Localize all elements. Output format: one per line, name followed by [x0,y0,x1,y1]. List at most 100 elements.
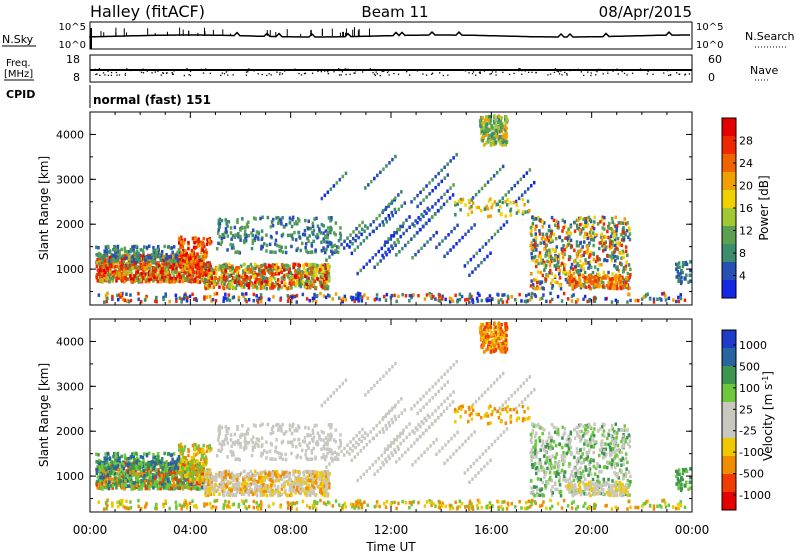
velocity-cell [144,484,147,488]
power-cell [137,280,140,284]
power-cell [136,266,139,271]
power-cell [556,224,560,228]
power-cell [151,253,154,257]
power-cell [487,117,490,121]
power-cell [183,270,186,274]
power-cell [106,276,109,281]
power-cell [485,133,488,137]
power-cell [138,272,142,276]
power-cell [594,259,598,264]
power-cell [340,242,343,247]
power-cell [321,274,324,278]
velocity-cell [142,471,146,475]
power-cell [486,207,490,211]
power-cell [561,218,564,223]
power-cell [617,221,621,225]
power-cell [115,279,118,283]
power-cell [562,255,565,260]
power-cell [602,245,606,249]
velocity-cell [163,484,167,488]
power-cell [201,254,204,259]
nsky-tick-bottom: 10^0 [59,40,86,51]
nave-dot [300,74,303,76]
power-cell [434,185,437,190]
power-cell [224,279,227,283]
power-cell [493,121,496,125]
power-cell [496,229,500,234]
nave-dot [347,68,349,70]
power-cell [530,252,533,256]
power-cell [179,246,182,250]
power-cell [129,247,133,252]
power-cell [259,216,262,221]
freq-unit: [MHz] [4,69,33,80]
power-cell [480,127,483,132]
power-cell [133,250,136,255]
velocity-cell [181,487,185,491]
nave-dot [612,70,614,72]
nave-dot [666,70,669,72]
velocity-cell [98,482,102,487]
power-cell [540,237,544,241]
power-cell [416,193,419,198]
power-cell [530,295,533,300]
power-cell [565,231,569,235]
power-cell [226,224,229,228]
power-cell [326,267,330,271]
power-cell [625,280,628,284]
power-cell [218,275,222,280]
power-cell [397,207,400,212]
power-cell [232,271,235,275]
power-cell [329,219,332,223]
velocity-cell [113,471,117,476]
power-cell [577,272,580,276]
power-cell [239,264,243,268]
nave-dot [602,73,604,75]
power-cell [195,245,198,250]
power-cell [575,252,579,256]
power-cell [446,162,449,166]
power-cell [268,242,272,247]
power-cell [593,285,596,290]
power-cell [601,226,604,230]
nave-dot [525,69,527,71]
power-cell [289,284,293,288]
power-cell [478,293,481,297]
power-cell [575,280,578,285]
power-cell [299,248,302,253]
power-cell [249,275,252,279]
power-cell [624,245,628,249]
power-cell [240,275,244,280]
velocity-cell [190,482,193,486]
power-cell [565,244,568,249]
power-cell [182,297,186,301]
power-cell [377,249,380,254]
nave-dot [688,73,691,75]
power-cell [587,215,591,220]
power-cell [556,220,560,225]
velocity-cell [199,464,203,469]
power-cell [97,251,101,256]
power-cell [309,280,312,284]
power-cell [122,259,126,264]
power-cell [187,246,190,251]
power-cell [506,294,510,299]
power-cell [460,200,463,204]
power-cell [273,277,276,281]
velocity-cell [129,477,133,482]
velocity-cell [120,482,124,487]
power-cell [296,275,299,279]
power-cell [118,274,121,278]
power-cell [235,250,238,254]
power-cell [106,258,109,262]
power-cell [203,297,206,301]
power-cell [578,274,581,278]
power-cell [161,255,165,259]
power-cell [197,255,200,260]
power-cell [680,269,683,273]
velocity-cell [155,471,158,475]
power-cell [566,297,570,301]
power-cell [224,296,227,300]
power-cell [292,265,296,269]
nave-dot [684,73,687,75]
